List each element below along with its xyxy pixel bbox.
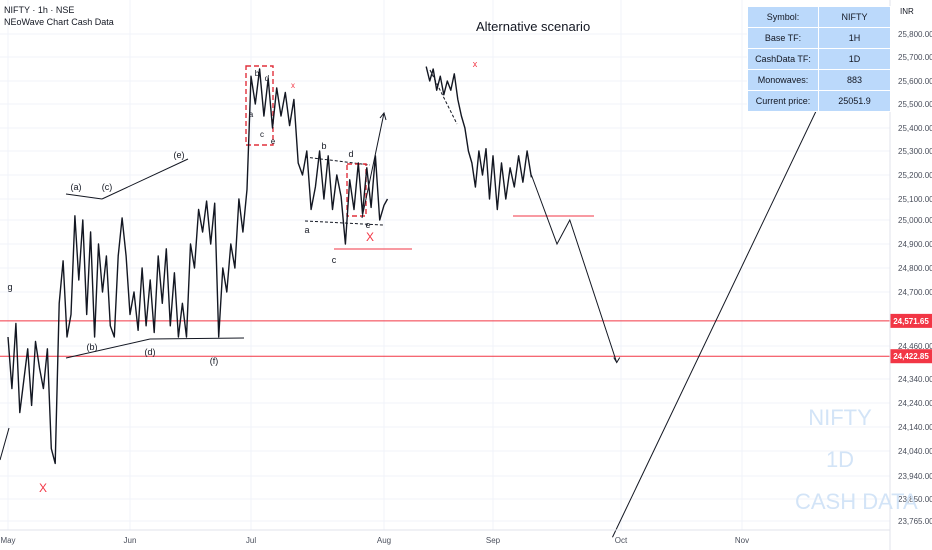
info-value: 1D: [818, 48, 891, 70]
wave-label: (a): [71, 182, 82, 192]
info-table: Symbol: NIFTY Base TF: 1H CashData TF: 1…: [747, 6, 891, 112]
wave-label: d: [348, 149, 353, 159]
info-row-cashdata-tf: CashData TF: 1D: [747, 48, 891, 70]
level-price-tag-label: 24,571.65: [893, 317, 929, 326]
info-row-monowaves: Monowaves: 883: [747, 69, 891, 91]
level-price-tag: [890, 313, 932, 328]
time-tick-label: Aug: [377, 536, 391, 545]
arrow-head: [613, 357, 621, 364]
dashed-channel: [304, 156, 371, 166]
projection-arrow: [361, 112, 385, 219]
price-tick-label: 24,900.00: [898, 240, 932, 249]
price-tick-label: 24,340.00: [898, 375, 932, 384]
wave-label: (c): [102, 182, 113, 192]
wave-label: x: [291, 81, 295, 90]
time-axis[interactable]: May Jun Jul Aug Sep Oct Nov: [0, 529, 890, 545]
price-tick-label: 25,600.00: [898, 77, 932, 86]
price-tick-label: 25,500.00: [898, 100, 932, 109]
wave-overlays: [0, 14, 863, 538]
wave-box: [346, 163, 367, 217]
dashed-channel: [304, 220, 384, 226]
symbol-title[interactable]: NIFTY · 1h · NSE: [4, 5, 75, 15]
wave-trendline: [65, 193, 103, 200]
watermark-symbol: NIFTY: [808, 405, 872, 430]
price-tick-label: 23,940.00: [898, 472, 932, 481]
currency-label[interactable]: INR: [900, 7, 914, 16]
price-axis[interactable]: 25,800.00 25,700.00 25,600.00 25,500.00 25,4…: [889, 0, 932, 550]
price-tick-label: 24,240.00: [898, 399, 932, 408]
info-key: Monowaves:: [747, 69, 819, 91]
price-series-line: [425, 66, 533, 211]
wave-box: [245, 65, 274, 146]
level-price-tag: [890, 349, 932, 364]
wave-label: b: [255, 69, 260, 78]
arrow-head: [379, 111, 387, 121]
wave-label: (d): [145, 347, 156, 357]
time-tick-label: Jun: [124, 536, 137, 545]
wave-label: g: [7, 282, 12, 292]
wave-trendline: [65, 338, 151, 359]
info-value: 25051.9: [818, 90, 891, 112]
price-tick-label: 23,765.00: [898, 517, 932, 526]
wave-label: e: [271, 137, 276, 146]
wave-label: X: [366, 230, 374, 244]
wave-label: X: [39, 481, 47, 495]
time-tick-label: Oct: [615, 536, 628, 545]
wave-trendline: [101, 158, 189, 200]
chart-grid: [0, 0, 890, 530]
price-tick-label: 23,850.00: [898, 495, 932, 504]
wave-label: a: [304, 225, 309, 235]
info-key: CashData TF:: [747, 48, 819, 70]
info-value: 1H: [818, 27, 891, 49]
wave-label: (f): [210, 356, 219, 366]
info-key: Symbol:: [747, 6, 819, 28]
price-tick-label: 25,300.00: [898, 147, 932, 156]
wave-label: e: [365, 220, 370, 230]
watermark-source: CASH DATA: [795, 489, 918, 514]
wave-label: c: [260, 130, 264, 139]
price-tick-label: 24,140.00: [898, 423, 932, 432]
info-row-base-tf: Base TF: 1H: [747, 27, 891, 49]
price-tick-label: 25,000.00: [898, 216, 932, 225]
info-row-symbol: Symbol: NIFTY: [747, 6, 891, 28]
time-tick-label: May: [0, 536, 15, 545]
wave-label: x: [473, 59, 478, 69]
time-tick-label: Nov: [735, 536, 749, 545]
price-series-line: [7, 68, 389, 465]
wave-label: b: [321, 141, 326, 151]
price-tick-label: 25,400.00: [898, 124, 932, 133]
projection-path: [530, 174, 618, 363]
wave-label: (b): [87, 342, 98, 352]
wave-label: (e): [174, 150, 185, 160]
price-tick-label: 24,800.00: [898, 264, 932, 273]
time-tick-label: Sep: [486, 536, 501, 545]
price-tick-label: 24,700.00: [898, 288, 932, 297]
price-line: [7, 66, 533, 465]
wave-label: c: [332, 255, 337, 265]
info-key: Base TF:: [747, 27, 819, 49]
wave-label: a: [249, 110, 254, 119]
info-value: NIFTY: [818, 6, 891, 28]
info-value: 883: [818, 69, 891, 91]
scenario-title: Alternative scenario: [476, 19, 591, 34]
price-tick-label: 24,460.00: [898, 342, 932, 351]
price-tick-label: 25,100.00: [898, 195, 932, 204]
level-price-tag-label: 24,422.85: [893, 352, 929, 361]
horizontal-levels: 24,571.65 24,422.85: [0, 313, 932, 364]
wave-label: d: [265, 74, 269, 83]
info-row-current-price: Current price: 25051.9: [747, 90, 891, 112]
watermark-timeframe: 1D: [825, 447, 855, 472]
price-tick-label: 25,800.00: [898, 30, 932, 39]
info-key: Current price:: [747, 90, 819, 112]
price-tick-label: 25,200.00: [898, 171, 932, 180]
price-tick-label: 24,040.00: [898, 447, 932, 456]
data-source-label: NEoWave Chart Cash Data: [4, 17, 114, 27]
wave-trendline: [0, 427, 10, 461]
time-tick-label: Jul: [246, 536, 256, 545]
wave-trendline: [149, 337, 245, 340]
wave-labels: Xg (a) (b) (c) (d) (e) (f) a b c d e x Xa b c d e x: [7, 59, 477, 495]
price-tick-label: 25,700.00: [898, 53, 932, 62]
